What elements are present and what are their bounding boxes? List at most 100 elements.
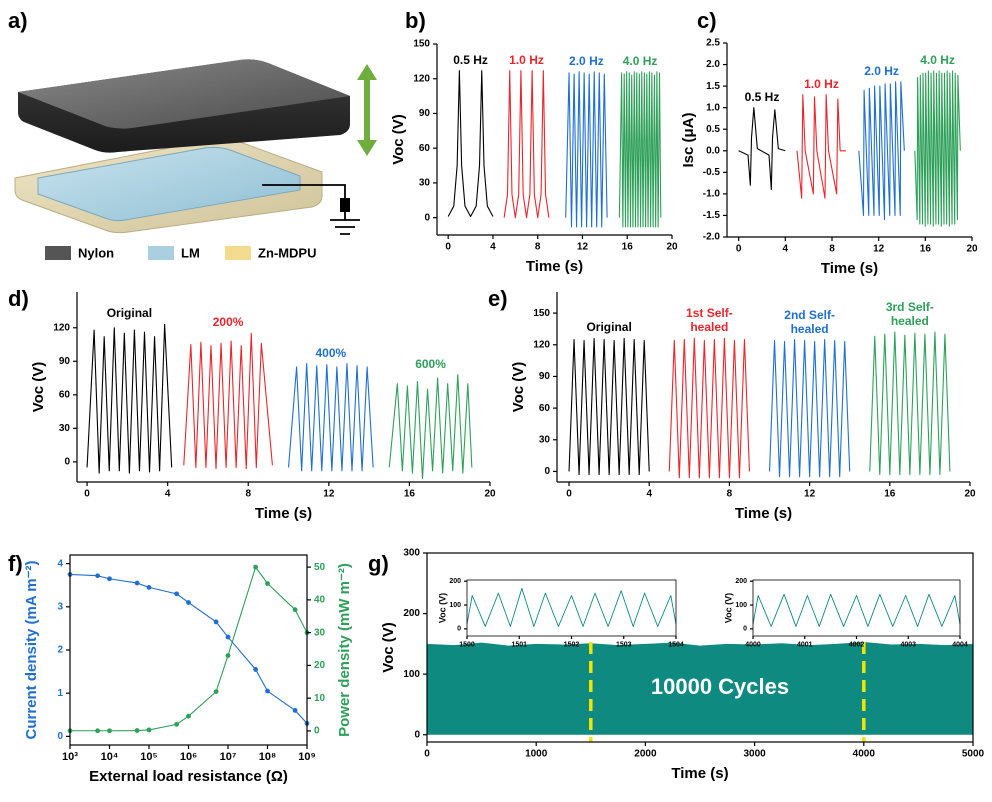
y-tick-label: 0	[64, 457, 70, 468]
legend-label: Zn-MDPU	[258, 245, 317, 260]
series-line	[86, 323, 173, 474]
plot-frame	[752, 579, 961, 637]
series-line	[858, 81, 905, 221]
y-axis-label: Isc (μA)	[680, 112, 697, 167]
x-axis-label: Time (s)	[671, 765, 728, 782]
y-tick-label: 30	[539, 434, 551, 445]
data-point	[292, 708, 298, 713]
x-axis-label: External load resistance (Ω)	[89, 768, 288, 785]
series-line	[796, 94, 846, 199]
series-label: 2.0 Hz	[864, 63, 899, 78]
x-tick-label: 4002	[849, 641, 865, 648]
y2-tick-label: 30	[314, 627, 326, 638]
device-diagram: a) Nylon LM Zn-MDPU	[8, 8, 377, 260]
series-line	[738, 107, 786, 191]
data-point	[146, 584, 152, 590]
lm-layer	[37, 146, 301, 222]
data-point	[265, 581, 270, 586]
signal-band	[427, 642, 973, 735]
y-tick-label: -2.0	[703, 232, 721, 243]
x-tick-label: 8	[535, 242, 541, 253]
y-tick-label: -1.0	[703, 189, 721, 200]
x-tick-label: 20	[964, 489, 976, 500]
y-tick-label: 0	[457, 626, 461, 633]
data-point	[95, 573, 101, 579]
y-tick-label: 2.0	[706, 59, 720, 70]
x-tick-label: 0	[566, 489, 572, 500]
x-axis-label: Time (s)	[735, 505, 792, 522]
y-tick-label: 60	[539, 403, 551, 414]
y-axis-label: Voc (V)	[723, 593, 733, 623]
resistor	[340, 198, 350, 212]
series-label: 2nd Self-healed	[784, 307, 835, 336]
x-tick-label: 10⁵	[140, 751, 157, 763]
y-axis-label: Voc (V)	[390, 114, 407, 165]
y2-tick-label: 40	[314, 595, 326, 606]
series-label: 0.5 Hz	[744, 89, 780, 104]
data-point	[107, 576, 112, 582]
data-point	[213, 619, 219, 625]
y-tick-label: 0.0	[706, 145, 720, 156]
x-tick-label: 12	[577, 242, 589, 253]
y-tick-label: 100	[449, 602, 461, 609]
y-tick-label: 150	[413, 39, 430, 50]
data-point	[186, 713, 191, 719]
panel-label: b)	[405, 8, 426, 33]
legend-swatch	[225, 246, 251, 260]
series-label: 4.0 Hz	[920, 53, 955, 68]
x-tick-label: 8	[245, 489, 251, 500]
x-tick-label: 4	[646, 489, 652, 500]
y-tick-label: 100	[735, 602, 747, 609]
x-tick-label: 4003	[900, 641, 916, 648]
y-tick-label: 0	[544, 466, 550, 477]
x-tick-label: 10⁷	[220, 751, 237, 763]
series-line	[70, 566, 308, 732]
data-point	[134, 580, 140, 586]
series-line	[752, 593, 961, 627]
y-tick-label: 200	[403, 608, 420, 619]
x-tick-label: 20	[666, 242, 678, 253]
data-point	[253, 564, 259, 570]
y2-tick-label: 50	[314, 562, 326, 573]
panel-label: a)	[8, 8, 28, 33]
data-point	[174, 721, 180, 727]
y-tick-label: 0	[743, 626, 747, 633]
series-line	[503, 70, 550, 219]
y-axis-label: Current density (mA m⁻²)	[23, 560, 40, 739]
x-axis-label: Time (s)	[526, 258, 583, 275]
x-tick-label: 1503	[616, 641, 632, 648]
data-point	[107, 728, 112, 734]
x-tick-label: 16	[404, 489, 416, 500]
data-point	[265, 688, 270, 694]
x-tick-label: 20	[966, 244, 978, 255]
panel-label: e)	[488, 286, 508, 311]
y-axis-label: Voc (V)	[510, 362, 527, 413]
y-tick-label: 200	[449, 578, 461, 585]
x-tick-label: 4001	[797, 641, 813, 648]
data-point	[213, 689, 219, 695]
y-tick-label: 1	[57, 688, 63, 699]
x-tick-label: 10⁴	[101, 751, 119, 763]
data-point	[134, 728, 140, 733]
series-line	[568, 337, 650, 476]
y-tick-label: 200	[735, 578, 747, 585]
y-tick-label: 4	[57, 558, 63, 569]
panel-label: g)	[368, 551, 389, 576]
x-tick-label: 5000	[962, 749, 985, 760]
series-label: 1.0 Hz	[804, 76, 839, 91]
series-line	[869, 331, 951, 476]
y-tick-label: 90	[59, 356, 71, 367]
x-tick-label: 16	[920, 244, 932, 255]
annotation: 10000 Cycles	[651, 674, 789, 699]
x-tick-label: 1504	[668, 641, 684, 648]
y-tick-label: 30	[59, 423, 71, 434]
panel-label: f)	[8, 551, 23, 576]
x-tick-label: 0	[736, 244, 742, 255]
series-line	[466, 587, 677, 627]
y-tick-label: 1.0	[706, 102, 720, 113]
x-axis-label: Time (s)	[255, 505, 312, 522]
x-axis-label: Time (s)	[821, 260, 878, 277]
legend-swatch	[148, 246, 174, 260]
ground-wire	[262, 184, 360, 235]
y-tick-label: 3	[57, 601, 63, 612]
